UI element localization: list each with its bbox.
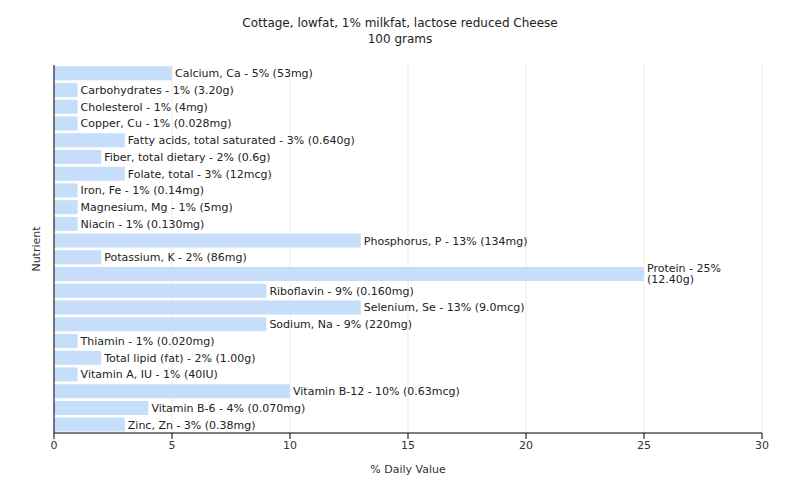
svg-text:Carbohydrates - 1% (3.20g): Carbohydrates - 1% (3.20g) [81, 84, 234, 97]
svg-text:Iron, Fe - 1% (0.14mg): Iron, Fe - 1% (0.14mg) [81, 184, 204, 197]
svg-text:Cholesterol - 1% (4mg): Cholesterol - 1% (4mg) [81, 101, 208, 114]
svg-text:Magnesium, Mg - 1% (5mg): Magnesium, Mg - 1% (5mg) [81, 201, 233, 214]
svg-text:Total lipid (fat) - 2% (1.00g): Total lipid (fat) - 2% (1.00g) [103, 352, 255, 365]
svg-text:Vitamin A, IU - 1% (40IU): Vitamin A, IU - 1% (40IU) [81, 368, 218, 381]
svg-text:Vitamin B-6 - 4% (0.070mg): Vitamin B-6 - 4% (0.070mg) [151, 402, 305, 415]
svg-text:30: 30 [755, 439, 769, 452]
svg-text:Folate, total - 3% (12mcg): Folate, total - 3% (12mcg) [128, 168, 272, 181]
svg-text:Selenium, Se - 13% (9.0mcg): Selenium, Se - 13% (9.0mcg) [364, 301, 525, 314]
svg-text:Vitamin B-12 - 10% (0.63mcg): Vitamin B-12 - 10% (0.63mcg) [293, 385, 460, 398]
svg-text:Fatty acids, total saturated -: Fatty acids, total saturated - 3% (0.640… [128, 134, 355, 147]
svg-text:Riboflavin - 9% (0.160mg): Riboflavin - 9% (0.160mg) [269, 285, 413, 298]
svg-text:Phosphorus, P - 13% (134mg): Phosphorus, P - 13% (134mg) [364, 235, 528, 248]
svg-text:Copper, Cu - 1% (0.028mg): Copper, Cu - 1% (0.028mg) [81, 117, 232, 130]
html-text:Cottage, lowfat, 1% milkfat, l: Cottage, lowfat, 1% milkfat, lactose red… [242, 16, 558, 30]
svg-text:15: 15 [401, 439, 415, 452]
svg-text:0: 0 [51, 439, 58, 452]
svg-text:Nutrient: Nutrient [30, 226, 43, 272]
svg-text:Sodium, Na - 9% (220mg): Sodium, Na - 9% (220mg) [269, 318, 412, 331]
svg-text:10: 10 [283, 439, 297, 452]
svg-text:% Daily Value: % Daily Value [370, 463, 446, 476]
svg-text:25: 25 [637, 439, 651, 452]
svg-text:Niacin - 1% (0.130mg): Niacin - 1% (0.130mg) [81, 218, 205, 231]
svg-text:5: 5 [169, 439, 176, 452]
svg-text:Calcium, Ca - 5% (53mg): Calcium, Ca - 5% (53mg) [175, 67, 313, 80]
svg-text:Zinc, Zn - 3% (0.38mg): Zinc, Zn - 3% (0.38mg) [128, 419, 256, 432]
html-text:100 grams: 100 grams [367, 32, 433, 46]
svg-text:20: 20 [519, 439, 533, 452]
svg-text:Potassium, K - 2% (86mg): Potassium, K - 2% (86mg) [104, 251, 247, 264]
svg-text:Thiamin - 1% (0.020mg): Thiamin - 1% (0.020mg) [80, 335, 215, 348]
svg-text:Protein - 25%(12.40g): Protein - 25%(12.40g) [647, 262, 721, 286]
svg-text:Fiber, total dietary - 2% (0.6: Fiber, total dietary - 2% (0.6g) [104, 151, 270, 164]
